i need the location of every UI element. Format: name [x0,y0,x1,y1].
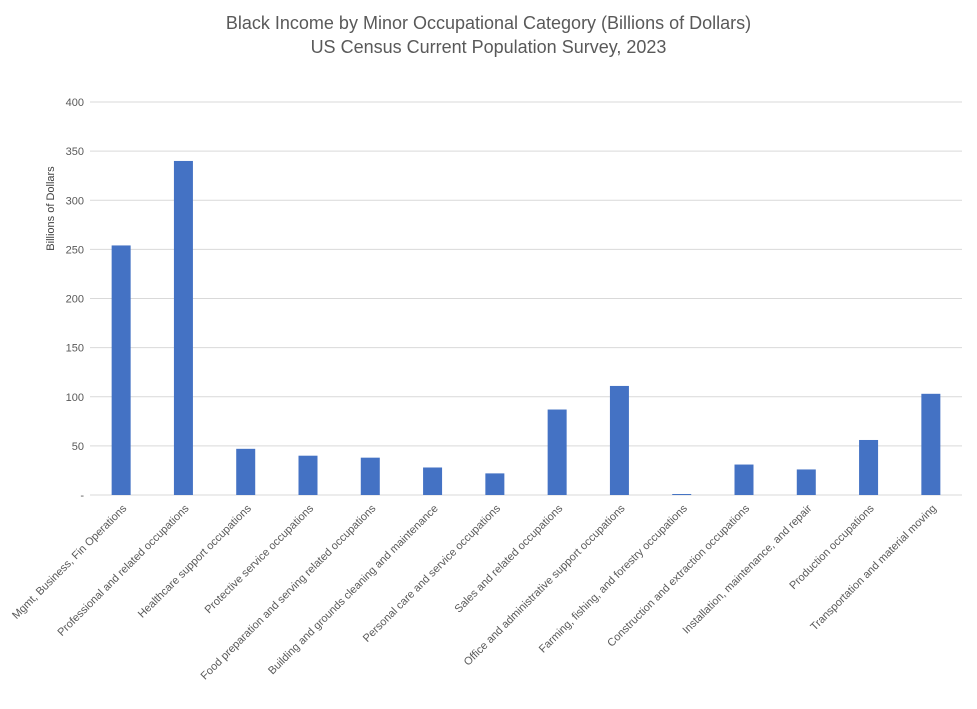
bar [796,469,816,495]
x-tick-label: Protective service occupations [203,502,317,616]
bar [921,393,941,495]
y-tick-label: 400 [66,97,84,109]
bar [485,473,505,495]
y-tick-label: 350 [66,146,84,158]
chart-subtitle: US Census Current Population Survey, 202… [310,37,667,57]
x-tick-label: Transportation and material moving [808,503,939,634]
y-tick-label: 100 [66,392,84,404]
bar [547,409,567,495]
y-tick-label: 50 [72,441,84,453]
y-tick-label: 300 [66,195,84,207]
bar [173,160,193,495]
y-axis-title: Billions of Dollars [45,166,57,251]
bar [609,385,629,495]
y-tick-label: - [80,490,84,502]
bar [734,464,754,495]
bar [859,439,879,495]
bar [672,494,692,495]
bar [111,245,131,495]
x-tick-label: Sales and related occupations [453,502,566,615]
x-tick-label: Mgmt, Business, Fin Operations [10,502,130,622]
y-tick-label: 250 [66,244,84,256]
bar [360,457,380,495]
y-tick-label: 200 [66,294,84,306]
x-tick-label: Construction and extraction occupations [605,502,752,649]
chart-title: Black Income by Minor Occupational Categ… [225,13,752,33]
x-tick-label: Professional and related occupations [55,502,191,638]
x-tick-label: Installation, maintenance, and repair [681,502,815,636]
x-tick-label: Healthcare support occupations [136,502,254,620]
bar [423,467,443,495]
bar [236,448,256,495]
x-tick-label: Personal care and service occupations [361,502,503,644]
bar [298,455,318,495]
y-tick-label: 150 [66,343,84,355]
